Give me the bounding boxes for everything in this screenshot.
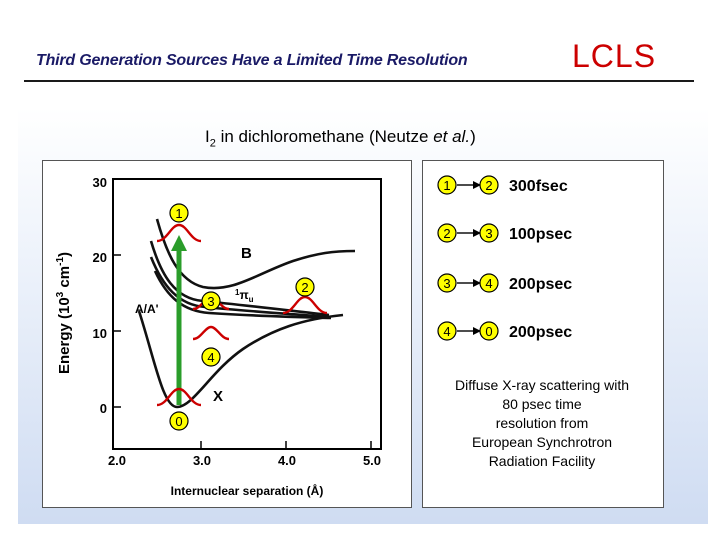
- to-label: 2: [485, 178, 492, 193]
- arrow-right-icon: [473, 327, 481, 335]
- from-label: 4: [443, 324, 450, 339]
- to-label: 3: [485, 226, 492, 241]
- arrow-right-icon: [473, 229, 481, 237]
- arrow-right-icon: [473, 279, 481, 287]
- x-tick-label: 4.0: [278, 453, 296, 468]
- transition-row: 4 0 200psec: [437, 321, 572, 341]
- transition-times-panel: 1 2 300fsec 2 3 100psec 3 4 200psec 4: [422, 160, 664, 508]
- y-axis-label-close: ): [56, 252, 73, 257]
- potential-energy-diagram: 30 20 10 0 2.0 3.0 4.0 5.0 Internuclear …: [42, 160, 412, 508]
- to-marker: [479, 223, 499, 243]
- x-state-curve: [137, 310, 344, 409]
- b-state-label: B: [241, 245, 252, 262]
- from-marker: [437, 223, 457, 243]
- caption-line: Diffuse X-ray scattering with: [454, 377, 630, 393]
- from-label: 1: [443, 178, 450, 193]
- y-axis-label-unit-sup: -1: [55, 257, 66, 266]
- from-marker: [437, 273, 457, 293]
- y-axis-label-unit: cm: [56, 266, 73, 292]
- subtitle-subscript: 2: [209, 137, 216, 150]
- excitation-arrow-head: [171, 235, 187, 251]
- transition-time: 300fsec: [509, 178, 568, 195]
- y-axis-label-sup: 3: [55, 291, 66, 297]
- pi-u-label: 1πu: [235, 288, 254, 304]
- y-axis-label: Energy (103 cm-1): [55, 252, 73, 374]
- subtitle-etal: et al.: [433, 127, 471, 146]
- caption-line: Radiation Facility: [488, 453, 596, 469]
- wavepacket-1: [156, 223, 202, 243]
- svg-text:3: 3: [207, 294, 214, 309]
- y-tick-label: 30: [93, 175, 107, 190]
- transition-time: 200psec: [509, 324, 572, 341]
- marker-0: 0: [169, 411, 189, 431]
- y-tick-label: 20: [93, 250, 107, 265]
- x-tick-label: 5.0: [363, 453, 381, 468]
- from-label: 3: [443, 276, 450, 291]
- caption-text: Diffuse X-ray scattering with 80 psec ti…: [424, 376, 660, 471]
- y-tick-label: 0: [100, 401, 107, 416]
- aa-state-label: A/A': [135, 302, 159, 316]
- wavepacket-4: [192, 325, 230, 341]
- caption-line: resolution from: [495, 415, 589, 431]
- from-label: 2: [443, 226, 450, 241]
- marker-2: 2: [295, 277, 315, 297]
- wavepacket-2: [282, 295, 328, 315]
- x-tick-label: 3.0: [193, 453, 211, 468]
- x-state-label: X: [213, 388, 223, 405]
- header-divider: [24, 80, 694, 82]
- plot-frame: [112, 178, 382, 450]
- transition-list-svg: 1 2 300fsec 2 3 100psec 3 4 200psec 4: [437, 175, 572, 341]
- to-label: 0: [485, 324, 492, 339]
- potential-energy-svg: 30 20 10 0 2.0 3.0 4.0 5.0 Internuclear …: [55, 175, 382, 498]
- from-marker: [437, 175, 457, 195]
- svg-text:4: 4: [207, 350, 214, 365]
- svg-text:1: 1: [175, 206, 182, 221]
- svg-text:2: 2: [301, 280, 308, 295]
- subtitle-suffix: ): [470, 127, 476, 146]
- arrow-right-icon: [473, 181, 481, 189]
- x-axis-label: Internuclear separation (Å): [171, 483, 324, 498]
- from-marker: [437, 321, 457, 341]
- b-state-curve: [155, 218, 356, 290]
- to-marker: [479, 273, 499, 293]
- subtitle-middle: in dichloromethane (Neutze: [215, 127, 434, 146]
- marker-4: 4: [201, 347, 221, 367]
- to-label: 4: [485, 276, 492, 291]
- lower-excited-curve: [153, 270, 332, 320]
- slide-title: Third Generation Sources Have a Limited …: [36, 52, 468, 69]
- caption-line: European Synchrotron: [471, 434, 613, 450]
- marker-1: 1: [169, 203, 189, 223]
- caption-line: 80 psec time: [502, 396, 582, 412]
- y-axis-label-main: Energy (10: [56, 297, 73, 374]
- transition-time: 100psec: [509, 226, 572, 243]
- transition-row: 1 2 300fsec: [437, 175, 568, 195]
- transition-row: 3 4 200psec: [437, 273, 572, 293]
- marker-3: 3: [201, 291, 221, 311]
- svg-text:0: 0: [175, 414, 182, 429]
- subtitle-prefix: I: [205, 127, 210, 146]
- x-tick-label: 2.0: [108, 453, 126, 468]
- to-marker: [479, 175, 499, 195]
- transition-time: 200psec: [509, 276, 572, 293]
- wavepacket-0: [156, 387, 202, 407]
- slide-subtitle: I2 in dichloromethane (Neutze et al.): [205, 127, 476, 149]
- to-marker: [479, 321, 499, 341]
- y-tick-label: 10: [93, 326, 107, 341]
- lcls-logo: LCLS: [572, 38, 657, 74]
- transition-row: 2 3 100psec: [437, 223, 572, 243]
